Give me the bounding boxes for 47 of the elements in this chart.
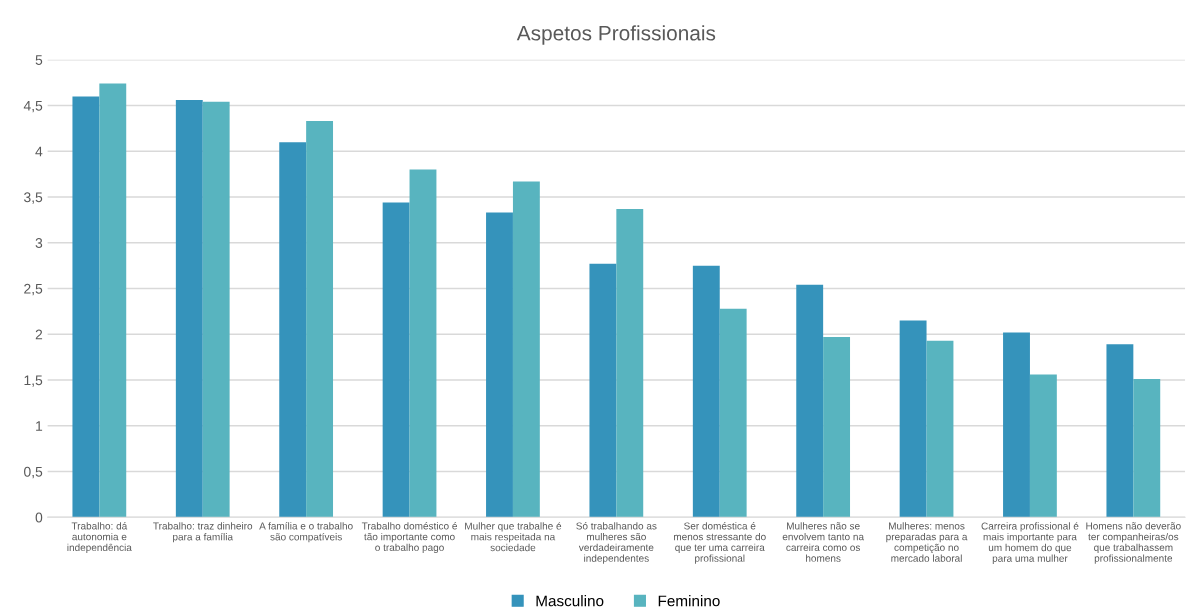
x-tick-label: A família e o trabalho são compatíveis — [259, 522, 353, 543]
x-tick-label: Trabalho: dá autonomia e independência — [67, 522, 132, 554]
bar — [486, 212, 513, 518]
y-tick-label: 4,5 — [23, 101, 43, 113]
y-tick-label: 3,5 — [24, 192, 43, 204]
y-tick-label: 0,5 — [24, 466, 43, 479]
bar — [823, 337, 851, 518]
bar — [589, 263, 617, 518]
y-tick-label: 1 — [36, 421, 43, 431]
legend-label: Masculino — [536, 595, 604, 607]
bar — [512, 181, 540, 518]
bar — [382, 202, 410, 518]
bar — [306, 121, 334, 518]
x-tick-label: Mulheres: menos preparadas para a competição no mercado laboral — [886, 522, 968, 562]
x-tick-label: Mulher que trabalhe é mais respeitada na sociedade — [465, 522, 562, 552]
legend-label: Feminino — [658, 595, 720, 607]
x-tick-label: Só trabalhando as mulheres são verdadeiramente independentes — [576, 522, 657, 564]
x-tick-label: Carreira profissional é mais importante para um homem do que para uma mulher — [981, 522, 1079, 564]
x-tick-label: Trabalho doméstico é tão importante como o trabalho pago — [361, 522, 457, 554]
y-tick-label: 3 — [35, 238, 43, 248]
bar — [1029, 374, 1057, 518]
chart-title: Aspetos Profissionais — [516, 25, 716, 45]
x-tick-label: Trabalho: traz dinheiro para a família — [153, 522, 253, 543]
bar — [796, 284, 824, 518]
bar — [72, 96, 100, 518]
bar — [719, 308, 747, 518]
bar — [616, 208, 644, 518]
bar — [279, 142, 307, 518]
y-tick-label: 0 — [35, 512, 43, 523]
bar — [202, 101, 230, 518]
x-tick-label: Ser doméstica é menos stressante do que ter uma carreira profissional — [674, 522, 766, 564]
y-tick-label: 2,5 — [24, 283, 43, 296]
x-tick-label: Mulheres não se envolvem tanto na carreira como os homens — [782, 522, 865, 562]
bar — [926, 340, 954, 518]
y-tick-label: 2 — [35, 329, 43, 340]
y-tick-label: 5 — [35, 55, 43, 65]
bar — [409, 169, 437, 518]
bar — [1003, 332, 1030, 518]
bar — [692, 265, 720, 518]
y-tick-label: 1,5 — [24, 375, 43, 387]
bar — [99, 83, 127, 518]
bar — [899, 320, 927, 518]
bar — [1106, 344, 1134, 518]
x-tick-label: Homens não deverão ter companheiras/os que trabalhassem profissionalmente — [1086, 522, 1181, 564]
bar — [1133, 379, 1161, 518]
bar — [175, 100, 203, 518]
y-tick-label: 4 — [35, 146, 43, 157]
